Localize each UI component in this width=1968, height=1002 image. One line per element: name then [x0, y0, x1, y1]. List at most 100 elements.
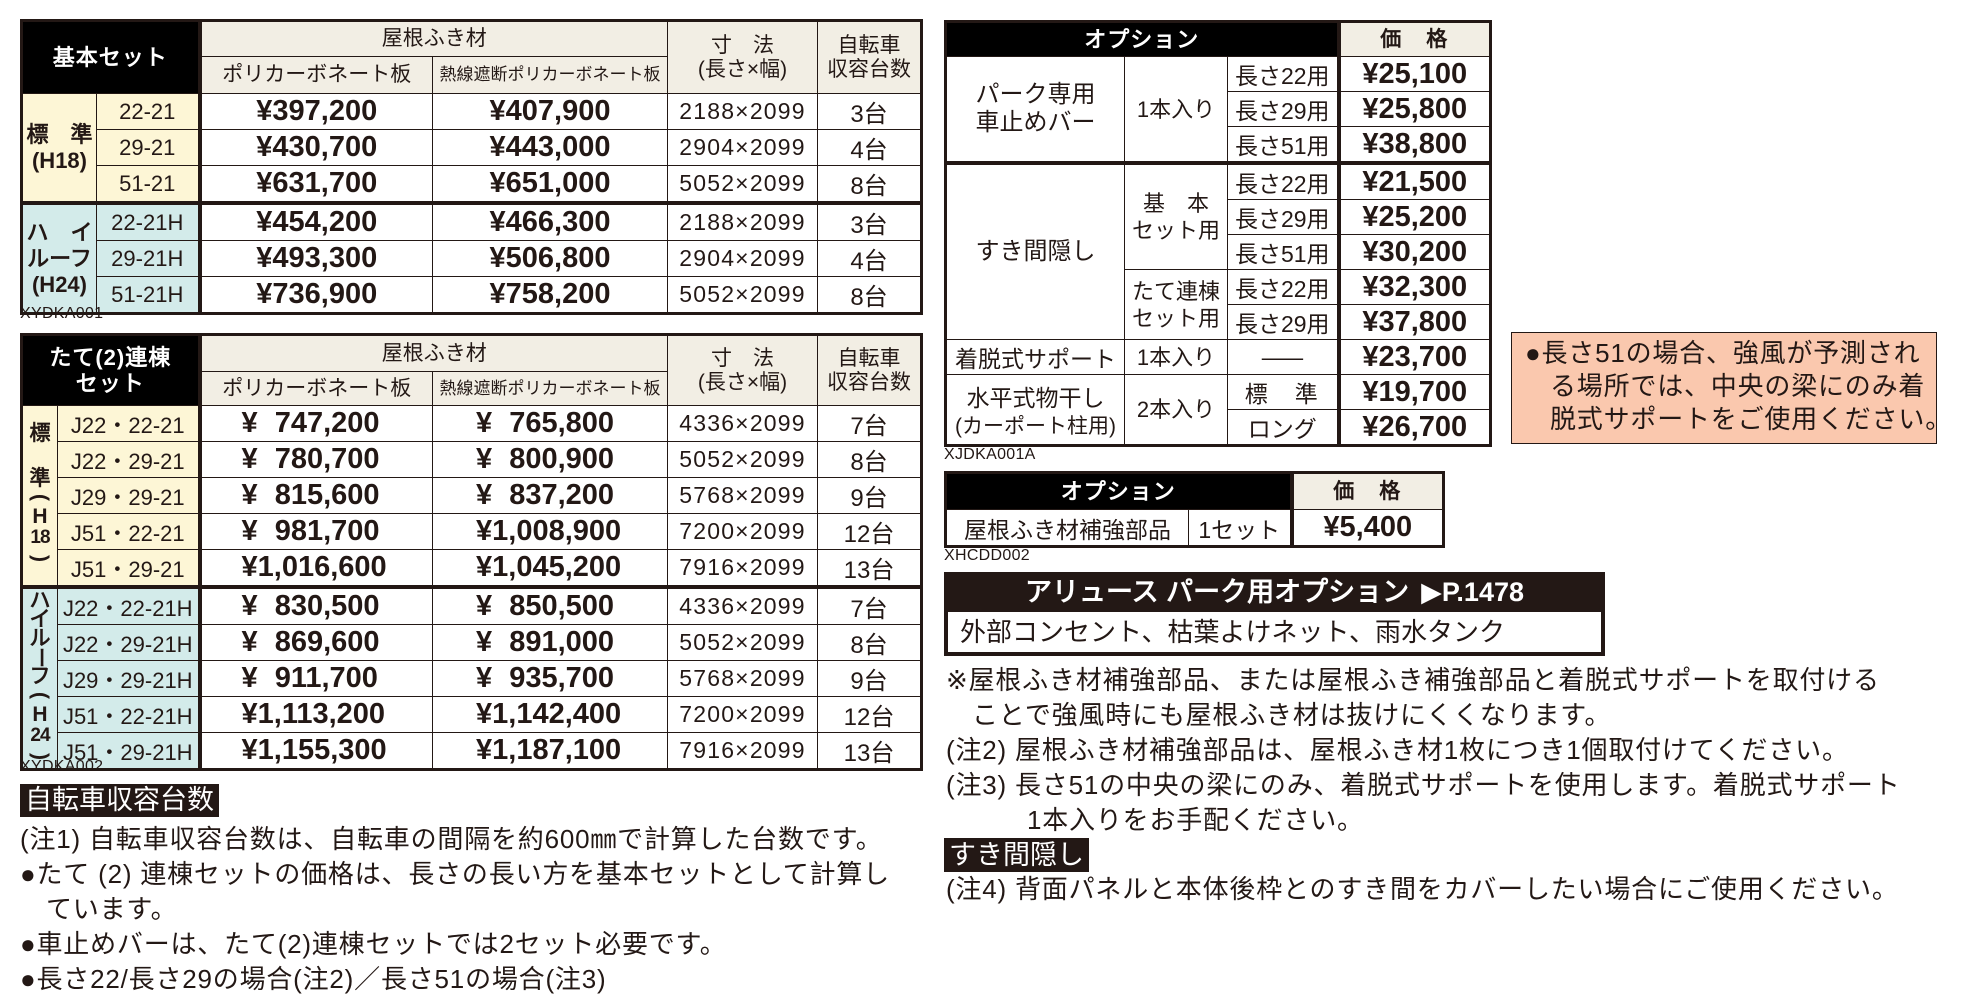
table-row: J22・29-21 ¥ 780,700 ¥ 800,900 5052×2099 …: [22, 441, 923, 478]
polycarbonate-header: ポリカーボネート板: [197, 371, 434, 406]
dimension-cell: 7200×2099: [667, 513, 819, 550]
polycarbonate-price: ¥1,113,200: [197, 696, 434, 733]
bike-count: 13台: [817, 549, 923, 588]
table-row: 長さ29用 ¥25,800: [946, 91, 1492, 127]
gap-cover-note-lines: (注4) 背面パネルと本体後枠とのすき間をカバーしたい場合にご使用ください。: [944, 872, 1901, 907]
option-price: ¥5,400: [1289, 509, 1445, 547]
option-price: ¥23,700: [1336, 339, 1492, 375]
gap-cover-name: すき間隠し: [945, 161, 1125, 340]
set-type-line: セット用: [1131, 218, 1220, 243]
group-label-high-roof-vertical: ハ イ ル ー フ ( H 24 ): [21, 585, 58, 770]
roof-material-header: 屋根ふき材: [197, 334, 669, 372]
dimension-header-line1: 寸 法: [711, 346, 775, 370]
note-line-continuation: ことで強風時にも屋根ふき材は抜けにくくなります。: [972, 700, 1612, 730]
bike-capacity-header: 自転車 収容台数: [817, 20, 923, 94]
vertical-label-char: イ: [29, 608, 51, 631]
installation-notes: ※屋根ふき材補強部品、または屋根ふき補強部品と着脱式サポートを取付ける ことで強…: [944, 663, 1901, 907]
dimension-header-line2: (長さ×幅): [697, 370, 788, 394]
size-cell: 長さ51用: [1226, 126, 1340, 164]
size-cell: 長さ29用: [1226, 304, 1340, 340]
group-label-standard: 標 準 (H18): [21, 93, 97, 204]
table-row: J29・29-21 ¥ 815,600 ¥ 837,200 5768×2099 …: [22, 477, 923, 514]
option-header: オプション: [944, 21, 1340, 57]
note-line: (注1) 自転車収容台数は、自転車の間隔を約600㎜で計算した台数です。: [20, 824, 883, 854]
dimension-cell: 5052×2099: [667, 441, 819, 478]
price-header: 価 格: [1289, 472, 1445, 510]
option-price: ¥26,700: [1336, 409, 1492, 446]
dimension-cell: 5052×2099: [667, 624, 819, 661]
polycarbonate-header: ポリカーボネート板: [197, 56, 434, 94]
option-price: ¥30,200: [1336, 234, 1492, 270]
vertical-label-char: フ: [29, 665, 51, 688]
polycarbonate-price: ¥430,700: [197, 129, 434, 166]
heat-block-price: ¥1,187,100: [432, 732, 669, 770]
size-cell: 長さ22用: [1226, 161, 1340, 200]
table-row: 29-21H ¥493,300 ¥506,800 2904×2099 4台: [22, 240, 923, 277]
table-row: パーク専用 車止めバー 1本入り 長さ22用 ¥25,100: [945, 56, 1492, 164]
table-row: ハ イ ルーフ (H24) 22-21H ¥454,200 ¥466,300 2…: [21, 201, 923, 314]
model-cell: 22-21: [95, 93, 201, 130]
note-line: 脱式サポートをご使用ください。: [1550, 404, 1953, 434]
size-cell: 長さ51用: [1226, 234, 1340, 270]
bike-capacity-header-line1: 自転車: [837, 33, 901, 57]
vertical-label-char: 準: [29, 466, 51, 490]
dash-placeholder: ―: [1261, 343, 1303, 370]
vertical-label-char: (: [28, 692, 52, 699]
tate-renmune-product-code: XYDKA002: [20, 758, 104, 775]
bike-capacity-heading: 自転車収容台数: [20, 784, 219, 817]
polycarbonate-price: ¥ 747,200: [197, 405, 434, 442]
note-line: (注3) 長さ51の中央の梁にのみ、着脱式サポートを使用します。着脱式サポート: [946, 770, 1901, 800]
table-row: ロング ¥26,700: [946, 409, 1492, 446]
dimension-header-line2: (長さ×幅): [697, 57, 788, 81]
heat-block-polycarbonate-header: 熱線遮断ポリカーボネート板: [432, 371, 669, 406]
option-name-line: (カーポート柱用): [955, 415, 1116, 438]
dimension-cell: 2904×2099: [667, 129, 819, 166]
heat-block-price: ¥1,142,400: [432, 696, 669, 733]
model-cell: J22・22-21: [56, 405, 201, 442]
bike-count: 12台: [817, 513, 923, 550]
size-cell: ロング: [1226, 409, 1340, 446]
header-row: ポリカーボネート板 熱線遮断ポリカーボネート板: [22, 371, 922, 406]
model-cell: J29・29-21: [56, 477, 201, 514]
corner-header-line: たて(2)連棟: [49, 344, 172, 370]
header-row: オプション 価 格: [944, 472, 1445, 510]
bike-count: 4台: [817, 240, 923, 277]
vertical-label-char: H: [32, 504, 48, 528]
table-row: すき間隠し 基 本 セット用 長さ22用 ¥21,500: [945, 161, 1492, 340]
tate-renmune-table-block: たて(2)連棟 セット 屋根ふき材 寸 法 (長さ×幅) 自転車 収容台数 ポリ…: [20, 333, 924, 771]
roof-reinforcement-name: 屋根ふき材補強部品: [945, 509, 1189, 547]
vertical-label-char: (: [28, 493, 52, 501]
heat-block-price: ¥ 891,000: [432, 624, 669, 661]
set-type-line: たて連棟: [1131, 278, 1220, 304]
dimension-cell: 5768×2099: [667, 477, 819, 514]
polycarbonate-price: ¥ 815,600: [197, 477, 434, 514]
group-label-line: (H24): [31, 271, 87, 297]
gap-cover-tate-set-type: たて連棟 セット用: [1124, 269, 1228, 340]
detachable-support-quantity: 1本入り: [1124, 339, 1228, 375]
bike-count: 3台: [817, 93, 923, 130]
heat-block-price: ¥466,300: [432, 201, 669, 241]
note-line: ※屋根ふき材補強部品、または屋根ふき補強部品と着脱式サポートを取付ける: [946, 665, 1880, 695]
heat-block-price: ¥758,200: [432, 276, 669, 314]
heat-block-price: ¥651,000: [432, 165, 669, 204]
table-row: J22・29-21H ¥ 869,600 ¥ 891,000 5052×2099…: [22, 624, 923, 661]
table-row: 51-21H ¥736,900 ¥758,200 5052×2099 8台: [22, 276, 923, 314]
bike-count: 8台: [817, 276, 923, 314]
tate-renmune-corner-header: たて(2)連棟 セット: [20, 334, 201, 406]
table-row: 長さ29用 ¥37,800: [946, 304, 1492, 340]
dimension-cell: 5768×2099: [667, 660, 819, 697]
page-reference: ▶P.1478: [1421, 577, 1524, 607]
basic-set-corner-header: 基本セット: [20, 20, 201, 94]
heat-block-price: ¥ 800,900: [432, 441, 669, 478]
option-price: ¥38,800: [1336, 126, 1492, 164]
polycarbonate-price: ¥ 911,700: [197, 660, 434, 697]
roof-reinforcement-price-table: オプション 価 格 屋根ふき材補強部品 1セット ¥5,400: [944, 471, 1446, 548]
model-cell: 29-21H: [95, 240, 201, 277]
heat-block-price: ¥ 837,200: [432, 477, 669, 514]
vertical-label-char: H: [32, 703, 48, 726]
table-row: 屋根ふき材補強部品 1セット ¥5,400: [945, 509, 1445, 547]
dimension-cell: 2188×2099: [667, 201, 819, 241]
options-table-2-block: オプション 価 格 屋根ふき材補強部品 1セット ¥5,400: [944, 471, 1446, 548]
set-type-line: セット用: [1131, 305, 1220, 331]
polycarbonate-price: ¥736,900: [197, 276, 434, 314]
